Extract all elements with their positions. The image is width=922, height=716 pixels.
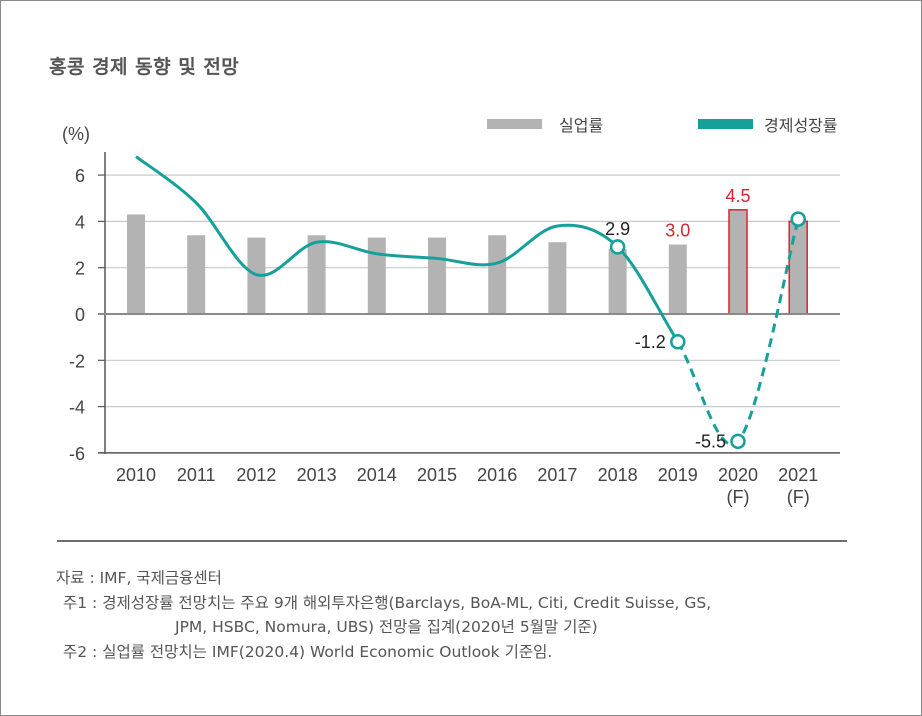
chart-title: 홍콩 경제 동향 및 전망	[49, 56, 240, 78]
x-tick-label: 2011	[177, 465, 216, 485]
y-axis-label: (%)	[62, 124, 90, 144]
bar-2014	[367, 237, 386, 314]
bar-2018	[608, 249, 627, 314]
y-tick-label: 0	[75, 305, 85, 325]
legend-label-growth: 경제성장률	[764, 116, 838, 135]
note-1-line-2: JPM, HSBC, Nomura, UBS) 전망을 집계(2020년 5월말…	[175, 618, 598, 636]
y-tick-label: -6	[69, 444, 85, 464]
axes	[98, 152, 840, 454]
legend-swatch-unemployment	[487, 119, 542, 129]
data-label: -1.2	[635, 332, 666, 352]
legend: 실업률 경제성장률	[487, 116, 838, 135]
data-label: 3.0	[665, 221, 690, 241]
x-tick-label: 2015	[417, 465, 457, 485]
x-tick-label: 2016	[477, 465, 517, 485]
x-tick-sublabel: (F)	[787, 487, 810, 507]
y-tick-label: 6	[75, 166, 85, 186]
growth-line	[135, 155, 806, 450]
y-tick-labels: 6 4 2 0 -2 -4 -6	[69, 166, 85, 464]
bar-2020	[728, 209, 748, 315]
bar-2015	[428, 237, 446, 314]
notes: 자료 : IMF, 국제금융센터 주1 : 경제성장률 전망치는 주요 9개 해…	[56, 566, 711, 664]
x-tick-label: 2017	[537, 465, 577, 485]
growth-line-actual	[135, 155, 680, 343]
bar-2013	[307, 235, 326, 314]
x-tick-label: 2019	[658, 465, 698, 485]
x-tick-label: 2012	[236, 465, 276, 485]
note-2: 주2 : 실업률 전망치는 IMF(2020.4) World Economic…	[63, 642, 553, 661]
x-tick-label: 2010	[116, 465, 156, 485]
x-tick-label: 2021	[778, 465, 818, 485]
bar-2011	[187, 235, 206, 314]
note-1-line-1: 주1 : 경제성장률 전망치는 주요 9개 해외투자은행(Barclays, B…	[63, 593, 712, 612]
bars	[127, 209, 808, 315]
y-tick-label: 2	[75, 259, 85, 279]
x-tick-label: 2013	[297, 465, 337, 485]
x-tick-labels: 2010 2011 2012 2013 2014 2015 2016 2017 2018 2019…	[116, 465, 818, 507]
legend-label-unemployment: 실업률	[559, 116, 603, 135]
y-tick-label: -4	[69, 398, 85, 418]
y-tick-label: -2	[69, 351, 85, 371]
bar-2019	[668, 244, 687, 314]
gridlines	[105, 174, 840, 408]
marker-2020	[730, 433, 746, 450]
y-tick-label: 4	[75, 212, 85, 232]
data-label: -5.5	[695, 431, 726, 451]
x-tick-sublabel: (F)	[727, 487, 750, 507]
bar-2016	[488, 235, 507, 314]
data-labels: 2.9 -1.2 -5.5 3.0 4.5	[605, 186, 750, 452]
bar-2021	[788, 220, 808, 315]
x-tick-label: 2018	[598, 465, 638, 485]
data-label: 2.9	[605, 219, 630, 239]
bar-2010	[127, 214, 145, 314]
data-label: 4.5	[725, 186, 750, 206]
bar-2017	[548, 242, 567, 314]
x-tick-label: 2014	[357, 465, 397, 485]
legend-swatch-growth	[698, 119, 753, 129]
marker-2019	[670, 334, 686, 350]
marker-2021	[790, 211, 806, 227]
marker-2018	[609, 239, 626, 255]
separator-line	[57, 540, 847, 542]
x-tick-label: 2020	[718, 465, 758, 485]
source-note: 자료 : IMF, 국제금융센터	[56, 569, 222, 587]
